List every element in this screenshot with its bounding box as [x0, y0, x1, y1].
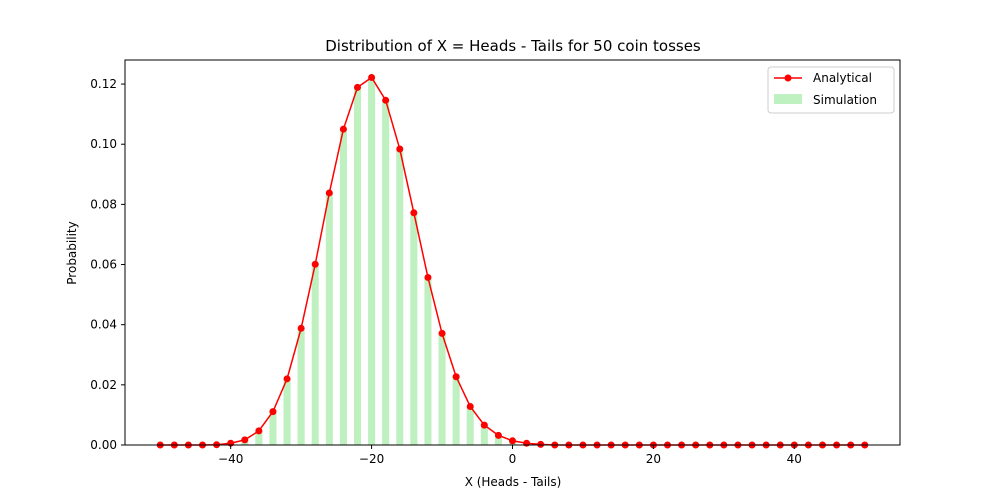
analytical-point — [325, 189, 333, 197]
analytical-point — [438, 329, 446, 337]
simulation-bar — [297, 328, 305, 445]
x-tick-label: 20 — [646, 452, 661, 466]
simulation-bar — [452, 377, 460, 445]
plot-frame — [124, 59, 901, 446]
simulation-bar — [353, 87, 362, 445]
simulation-bar — [382, 99, 390, 445]
legend-analytical-label: Analytical — [813, 71, 872, 85]
y-tick-label: 0.02 — [90, 378, 117, 392]
simulation-bar — [438, 333, 446, 445]
analytical-point — [494, 431, 502, 439]
analytical-polyline — [160, 76, 865, 446]
y-axis-label: Probability — [65, 221, 79, 284]
legend-simulation-label: Simulation — [813, 93, 877, 107]
analytical-point — [424, 273, 432, 281]
simulation-bar — [494, 435, 502, 445]
simulation-bar — [424, 277, 432, 445]
analytical-line — [160, 76, 865, 446]
simulation-bar — [480, 424, 488, 445]
analytical-point — [480, 421, 488, 429]
x-tick-label: −40 — [218, 452, 243, 466]
analytical-point — [283, 375, 291, 383]
y-tick-label: 0.04 — [90, 318, 117, 332]
simulation-bar — [368, 78, 376, 446]
x-tick-label: 40 — [787, 452, 802, 466]
simulation-bar — [396, 149, 404, 445]
analytical-point — [297, 324, 305, 332]
simulation-bars — [213, 78, 545, 446]
legend: Analytical Simulation — [767, 66, 895, 114]
y-tick-label: 0.12 — [90, 77, 117, 91]
simulation-bar — [255, 431, 263, 445]
analytical-point — [523, 439, 531, 447]
analytical-point — [410, 209, 418, 217]
y-tick-label: 0.00 — [90, 438, 117, 452]
analytical-point — [452, 373, 460, 381]
simulation-bar — [410, 213, 418, 445]
analytical-point — [269, 408, 277, 416]
analytical-point — [255, 427, 263, 435]
y-tick-label: 0.08 — [90, 197, 117, 211]
chart-title: Distribution of X = Heads - Tails for 50… — [325, 37, 701, 55]
legend-simulation-swatch — [774, 94, 802, 104]
analytical-markers — [156, 73, 869, 449]
simulation-bar — [466, 406, 474, 445]
analytical-point — [354, 83, 361, 91]
simulation-bar — [339, 128, 347, 445]
x-axis-label: X (Heads - Tails) — [465, 475, 562, 489]
x-tick-label: 0 — [509, 452, 517, 466]
y-tick-label: 0.10 — [90, 137, 117, 151]
simulation-bar — [311, 264, 319, 445]
y-tick-label: 0.06 — [90, 258, 117, 272]
y-axis-ticks: 0.00 0.02 0.04 0.06 0.08 0.10 0.12 — [90, 77, 125, 452]
analytical-point — [368, 73, 376, 81]
x-axis-ticks: −40 −20 0 20 40 — [218, 445, 802, 466]
x-tick-label: −20 — [359, 452, 384, 466]
analytical-point — [311, 260, 319, 268]
analytical-point — [241, 436, 249, 444]
analytical-point — [537, 440, 545, 448]
analytical-point — [382, 96, 390, 104]
analytical-point — [509, 437, 516, 445]
simulation-bar — [325, 192, 333, 445]
analytical-point — [396, 145, 404, 153]
analytical-point — [466, 403, 474, 410]
legend-analytical-marker — [784, 74, 792, 82]
simulation-bar — [269, 411, 277, 445]
analytical-point — [339, 125, 347, 133]
simulation-bar — [283, 378, 291, 445]
